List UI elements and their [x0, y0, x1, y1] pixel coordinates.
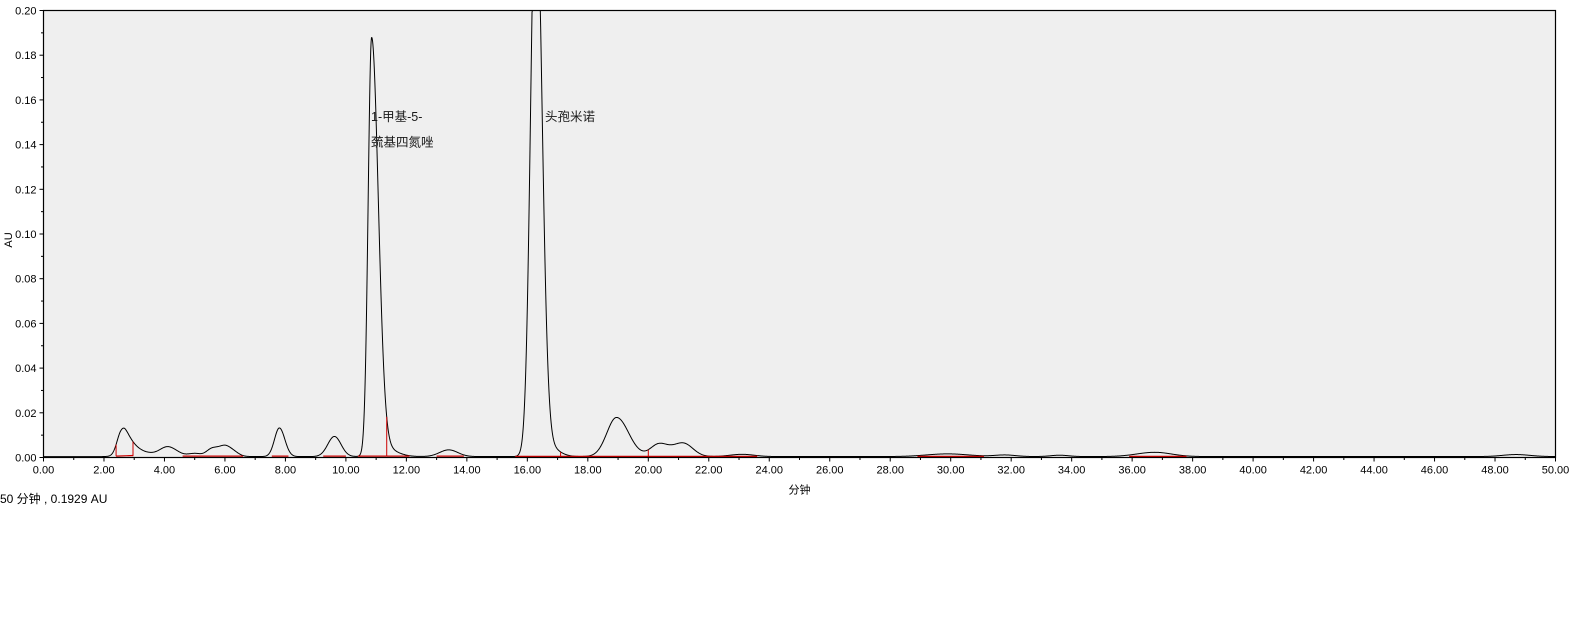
x-tick-label: 26.00	[816, 465, 844, 477]
plot-background	[43, 10, 1556, 458]
x-tick-label: 30.00	[937, 465, 965, 477]
tick-label-layer: 0.00 0.02 0.04 0.06 0.08 0.10 0.12 0.14 0.16 0.18…	[3, 6, 1569, 497]
x-tick-label: 8.00	[275, 465, 296, 477]
chromatogram-chart: 0.00 0.02 0.04 0.06 0.08 0.10 0.12 0.14 0.16 0.18…	[3, 5, 1569, 497]
x-tick-label: 38.00	[1179, 465, 1207, 477]
x-tick-label: 22.00	[695, 465, 723, 477]
y-tick-label: 0.16	[15, 95, 36, 107]
baseline-segment	[116, 454, 134, 457]
y-tick-label: 0.02	[15, 408, 36, 420]
x-tick-label: 20.00	[635, 465, 663, 477]
x-tick-label: 16.00	[514, 465, 542, 477]
y-tick-label: 0.00	[15, 453, 36, 465]
x-tick-label: 14.00	[453, 465, 481, 477]
chromatogram-trace	[43, 10, 1556, 458]
x-tick-label: 2.00	[93, 465, 114, 477]
x-tick-label: 18.00	[574, 465, 602, 477]
x-tick-label: 44.00	[1360, 465, 1388, 477]
y-tick-label: 0.18	[15, 50, 36, 62]
x-tick-label: 36.00	[1118, 465, 1146, 477]
y-tick-label: 0.08	[15, 274, 36, 286]
blank-area-below-chart	[0, 512, 1569, 644]
x-tick-label: 40.00	[1239, 465, 1267, 477]
x-tick-label: 0.00	[33, 465, 54, 477]
y-tick-label: 0.14	[15, 140, 36, 152]
y-tick-label: 0.04	[15, 363, 36, 375]
trace-layer	[43, 10, 1556, 458]
status-bar: 50 分钟 , 0.1929 AU	[0, 492, 108, 506]
y-axis-title: AU	[3, 232, 15, 247]
y-tick-label: 0.06	[15, 318, 36, 330]
y-tick-label: 0.10	[15, 229, 36, 241]
peak-annotation-layer: 1-甲基-5- 巯基四氮唑 头孢米诺	[371, 110, 595, 150]
x-tick-label: 46.00	[1421, 465, 1449, 477]
x-tick-label: 42.00	[1300, 465, 1328, 477]
x-tick-label: 4.00	[154, 465, 175, 477]
x-tick-label: 50.00	[1542, 465, 1569, 477]
y-tick-label: 0.12	[15, 184, 36, 196]
x-tick-label: 34.00	[1058, 465, 1086, 477]
peak-label-mmtd: 1-甲基-5-	[371, 110, 422, 124]
x-tick-label: 6.00	[214, 465, 235, 477]
plot-area-rect	[43, 10, 1556, 458]
x-tick-label: 32.00	[997, 465, 1025, 477]
x-tick-label: 24.00	[755, 465, 783, 477]
x-tick-label: 28.00	[876, 465, 904, 477]
peak-label-cefminox: 头孢米诺	[545, 110, 595, 124]
chart-canvas: 0.00 0.02 0.04 0.06 0.08 0.10 0.12 0.14 0.16 0.18…	[3, 6, 1569, 497]
peak-label-mmtd: 巯基四氮唑	[371, 135, 434, 150]
y-tick-label: 0.20	[15, 6, 36, 18]
x-axis-title: 分钟	[789, 483, 811, 497]
x-tick-label: 48.00	[1481, 465, 1509, 477]
x-tick-label: 10.00	[332, 465, 360, 477]
integration-baseline-layer	[115, 416, 1187, 457]
x-tick-label: 12.00	[393, 465, 421, 477]
